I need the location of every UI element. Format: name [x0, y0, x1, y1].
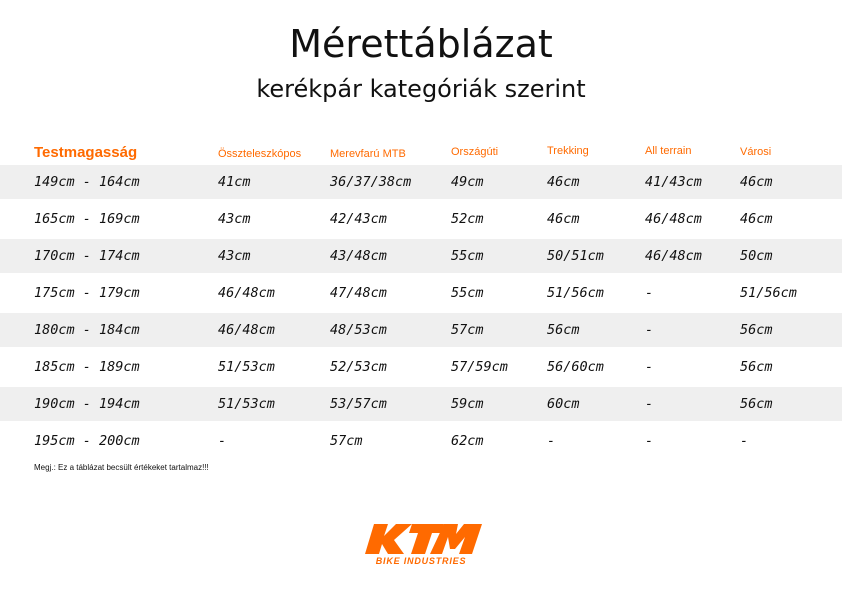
column-header: All terrain [645, 145, 692, 157]
logo-tagline: BIKE INDUSTRIES [375, 556, 467, 566]
table-cell: 175cm - 179cm [34, 285, 140, 301]
table-row: 165cm - 169cm 43cm 42/43cm 52cm 46cm 46/48cm 4… [0, 202, 842, 236]
table-cell: 48/53cm [330, 322, 387, 338]
table-row: 175cm - 179cm 46/48cm 47/48cm 55cm 51/56cm - 5… [0, 276, 842, 310]
table-cell: - [547, 433, 556, 449]
table-cell: 52/53cm [330, 359, 387, 375]
ktm-logo-mark [365, 524, 482, 554]
table-cell: 59cm [451, 396, 484, 412]
table-cell: 42/43cm [330, 211, 387, 227]
table-cell: - [645, 322, 654, 338]
page-subtitle: kerékpár kategóriák szerint [256, 75, 586, 103]
table-cell: 56/60cm [547, 359, 604, 375]
table-cell: 41cm [218, 174, 251, 190]
table-cell: 46cm [547, 211, 580, 227]
table-row: 185cm - 189cm 51/53cm 52/53cm 57/59cm 56/60c… [0, 350, 842, 384]
table-cell: 190cm - 194cm [34, 396, 140, 412]
column-header: Városi [740, 146, 772, 158]
table-cell: 57cm [451, 322, 484, 338]
table-row: 180cm - 184cm 46/48cm 48/53cm 57cm 56cm - 56cm [0, 313, 842, 347]
table-cell: - [645, 433, 654, 449]
table-cell: 55cm [451, 248, 484, 264]
table-cell: - [645, 359, 654, 375]
table-cell: 57/59cm [451, 359, 508, 375]
table-row: 149cm - 164cm 41cm 36/37/38cm 49cm 46cm 41/43… [0, 165, 842, 199]
table-cell: 50cm [740, 248, 773, 264]
table-cell: 51/53cm [218, 359, 275, 375]
ktm-logo [365, 524, 482, 554]
table-cell: 47/48cm [330, 285, 387, 301]
table-cell: 56cm [740, 322, 773, 338]
table-cell: 62cm [451, 433, 484, 449]
table-cell: 51/53cm [218, 396, 275, 412]
table-cell: 46/48cm [645, 248, 702, 264]
table-cell: - [645, 396, 654, 412]
table-cell: 46/48cm [645, 211, 702, 227]
table-cell: 60cm [547, 396, 580, 412]
table-cell: - [740, 433, 749, 449]
table-cell: 43cm [218, 211, 251, 227]
table-cell: 170cm - 174cm [34, 248, 140, 264]
table-cell: 56cm [740, 359, 773, 375]
table-row: 170cm - 174cm 43cm 43/48cm 55cm 50/51cm 46/48… [0, 239, 842, 273]
table-cell: 46/48cm [218, 322, 275, 338]
column-header: Összteleszkópos [218, 148, 302, 160]
table-cell: 52cm [451, 211, 484, 227]
column-header: Testmagasság [34, 144, 138, 161]
table-cell: 56cm [547, 322, 580, 338]
table-cell: 43/48cm [330, 248, 387, 264]
disclaimer-note: Megj.: Ez a táblázat becsült értékeket t… [34, 463, 209, 472]
table-cell: 50/51cm [547, 248, 604, 264]
table-row: 195cm - 200cm - 57cm 62cm - - - [0, 424, 842, 458]
table-row: 190cm - 194cm 51/53cm 53/57cm 59cm 60cm - 56cm [0, 387, 842, 421]
table-cell: 53/57cm [330, 396, 387, 412]
table-cell: 46cm [740, 174, 773, 190]
table-cell: 41/43cm [645, 174, 702, 190]
table-cell: - [218, 433, 227, 449]
column-header: Merevfarú MTB [330, 148, 406, 160]
table-cell: 51/56cm [740, 285, 797, 301]
table-cell: 49cm [451, 174, 484, 190]
table-cell: 195cm - 200cm [34, 433, 140, 449]
table-cell: 46cm [740, 211, 773, 227]
table-cell: 43cm [218, 248, 251, 264]
table-cell: 55cm [451, 285, 484, 301]
table-cell: 57cm [330, 433, 363, 449]
table-cell: 180cm - 184cm [34, 322, 140, 338]
table-cell: 36/37/38cm [330, 174, 412, 190]
table-cell: 51/56cm [547, 285, 604, 301]
table-cell: 165cm - 169cm [34, 211, 140, 227]
table-cell: - [645, 285, 654, 301]
column-header: Országúti [451, 146, 499, 158]
page-title: Mérettáblázat [289, 22, 553, 66]
table-cell: 46cm [547, 174, 580, 190]
table-cell: 149cm - 164cm [34, 174, 140, 190]
table-cell: 185cm - 189cm [34, 359, 140, 375]
table-cell: 46/48cm [218, 285, 275, 301]
column-header: Trekking [547, 145, 589, 157]
table-cell: 56cm [740, 396, 773, 412]
